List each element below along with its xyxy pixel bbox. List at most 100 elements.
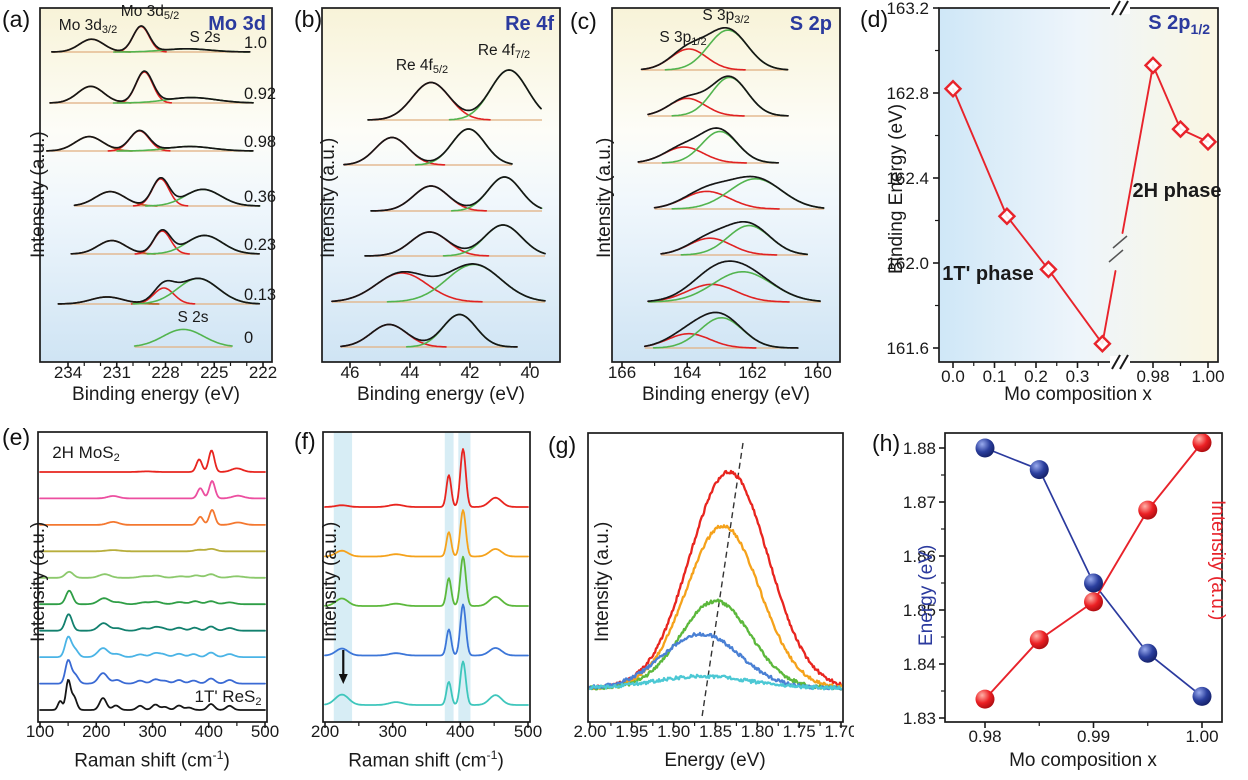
peak-labels: S 3p1/2 S 3p3/2: [659, 7, 749, 48]
svg-text:234: 234: [54, 363, 82, 382]
svg-text:2H phase: 2H phase: [1133, 180, 1222, 202]
panel-f-ylabel: Intensity (a.u.): [320, 521, 341, 642]
panel-h-letter: (h): [872, 430, 901, 456]
x-axis-ticks: 234 231 228 225 222: [54, 362, 277, 382]
svg-text:162: 162: [738, 363, 766, 382]
panel-e-letter: (e): [2, 424, 31, 450]
panel-d-plot: 163.2 162.8 162.4 162.0 161.6 0.0 0.1 0.2 0.3 0.9…: [886, 0, 1224, 386]
svg-text:500: 500: [251, 722, 279, 741]
svg-text:1.86: 1.86: [903, 547, 936, 566]
svg-text:1.00: 1.00: [1185, 727, 1218, 746]
peak-labels: Mo 3d3/2Mo 3d5/2 S 2s S 2s: [59, 3, 221, 326]
svg-text:0.1: 0.1: [983, 367, 1007, 386]
svg-text:200: 200: [311, 722, 339, 741]
svg-text:222: 222: [249, 363, 277, 382]
pl-curves: [588, 469, 843, 691]
panel-f-xlabel: Raman shift (cm-1): [348, 748, 504, 772]
panel-b: 46 44 42 40 Re 4f5/2 Re 4f7/2: [292, 0, 568, 418]
svg-text:S 3p1/2: S 3p1/2: [659, 29, 706, 48]
panel-c-letter: (c): [570, 8, 597, 34]
svg-text:2.00: 2.00: [573, 722, 606, 741]
svg-text:400: 400: [446, 722, 474, 741]
svg-text:1.00: 1.00: [1191, 367, 1224, 386]
svg-text:163.2: 163.2: [886, 0, 929, 18]
svg-text:0.36: 0.36: [244, 188, 276, 206]
panel-a-title: Mo 3d: [208, 13, 266, 35]
svg-text:0.98: 0.98: [968, 727, 1001, 746]
panel-h-ylabel-left: Energy (eV): [916, 544, 937, 646]
panel-a-plot: 1.0 0.92 0.98 0.36 0.23 0.13 0 234 231 228 225 222 M…: [39, 3, 277, 382]
panel-b-letter: (b): [294, 6, 323, 32]
axes-ticks: 1.88 1.87 1.86 1.85 1.84 1.83 0.98 0.99 1.00: [903, 439, 1219, 746]
arrow-marker: [338, 650, 348, 684]
panel-f-letter: (f): [294, 428, 316, 454]
panel-b-title: Re 4f: [505, 13, 554, 35]
panel-c: 166 164 162 160 S 3p1/2 S 3p3/2: [568, 0, 854, 418]
peak-labels: Re 4f5/2 Re 4f7/2: [396, 42, 530, 76]
svg-text:42: 42: [461, 363, 480, 382]
panel-h-plot: 1.88 1.87 1.86 1.85 1.84 1.83 0.98 0.99 1.00: [903, 432, 1223, 746]
svg-text:400: 400: [195, 722, 223, 741]
svg-text:164: 164: [673, 363, 701, 382]
svg-text:161.6: 161.6: [886, 339, 929, 358]
axis-break-marks: [1110, 0, 1130, 370]
panel-a-letter: (a): [2, 6, 31, 32]
panel-c-title: S 2p: [789, 13, 832, 35]
svg-text:40: 40: [521, 363, 540, 382]
svg-text:300: 300: [378, 722, 406, 741]
svg-text:0.13: 0.13: [244, 286, 276, 304]
svg-text:1.87: 1.87: [903, 493, 936, 512]
svg-text:Re 4f7/2: Re 4f7/2: [478, 42, 530, 61]
svg-text:162.8: 162.8: [886, 84, 929, 103]
svg-text:Re 4f5/2: Re 4f5/2: [396, 57, 448, 76]
svg-text:1.90: 1.90: [657, 722, 690, 741]
svg-text:1.88: 1.88: [903, 439, 936, 458]
svg-text:300: 300: [138, 722, 166, 741]
data-series: [943, 56, 1218, 353]
panel-c-ylabel: Intensity (a.u.): [594, 137, 615, 258]
svg-text:100: 100: [26, 722, 54, 741]
x-axis-ticks: 200 300 400 500: [311, 722, 542, 741]
svg-text:1.80: 1.80: [741, 722, 774, 741]
svg-text:1.0: 1.0: [244, 34, 267, 52]
svg-text:1T' phase: 1T' phase: [942, 263, 1033, 285]
panel-g-ylabel: Intensity (a.u.): [592, 521, 613, 642]
svg-text:1.85: 1.85: [699, 722, 732, 741]
panel-c-plot: 166 164 162 160 S 3p1/2 S 3p3/2: [608, 7, 841, 382]
svg-text:166: 166: [608, 363, 636, 382]
panel-b-plot: 46 44 42 40 Re 4f5/2 Re 4f7/2: [321, 7, 561, 382]
panel-e-ylabel: Intensity (a.u.): [28, 521, 49, 642]
panel-b-ylabel: Intensity (a.u.): [318, 137, 339, 258]
x-axis-ticks: 2.00 1.95 1.90 1.85 1.80 1.75 1.70: [573, 722, 854, 741]
svg-text:S 2s: S 2s: [177, 309, 208, 326]
panel-a-ylabel: Intensuty (a.u.): [28, 131, 49, 258]
spectra: [324, 448, 529, 706]
svg-text:1.84: 1.84: [903, 655, 936, 674]
svg-text:1.70: 1.70: [824, 722, 854, 741]
panel-d-letter: (d): [860, 6, 889, 32]
panel-b-xlabel: Binding energy (eV): [357, 384, 525, 405]
phase-annotations: 1T' phase 2H phase: [942, 180, 1221, 285]
svg-text:1T' ReS2: 1T' ReS2: [194, 687, 261, 708]
spectra: 1.0 0.92 0.98 0.36 0.23 0.13 0: [46, 25, 276, 348]
svg-text:S 3p3/2: S 3p3/2: [702, 7, 749, 26]
panel-g: 2.00 1.95 1.90 1.85 1.80 1.75 1.70: [568, 418, 854, 780]
svg-text:0.3: 0.3: [1066, 367, 1090, 386]
panel-e-plot: 2H MoS2 1T' ReS2 100 200 300 400 500: [26, 431, 279, 741]
panel-a: 1.0 0.92 0.98 0.36 0.23 0.13 0 234 231 228 225 222 M…: [0, 0, 292, 418]
panel-d-title: S 2p1/2: [1148, 12, 1210, 37]
svg-text:0.98: 0.98: [244, 133, 276, 151]
panel-d-xlabel: Mo composition x: [1004, 384, 1152, 405]
panel-h-xlabel: Mo composition x: [1009, 750, 1157, 771]
svg-text:0.99: 0.99: [1077, 727, 1110, 746]
bottom-curve-label: 1T' ReS2: [194, 687, 261, 708]
panel-g-letter: (g): [548, 432, 577, 458]
svg-text:1.95: 1.95: [615, 722, 648, 741]
svg-text:228: 228: [151, 363, 179, 382]
svg-text:500: 500: [514, 722, 542, 741]
svg-text:0.98: 0.98: [1136, 367, 1169, 386]
svg-text:0.92: 0.92: [244, 85, 276, 103]
x-axis-ticks: 100 200 300 400 500: [26, 722, 279, 741]
svg-text:200: 200: [82, 722, 110, 741]
